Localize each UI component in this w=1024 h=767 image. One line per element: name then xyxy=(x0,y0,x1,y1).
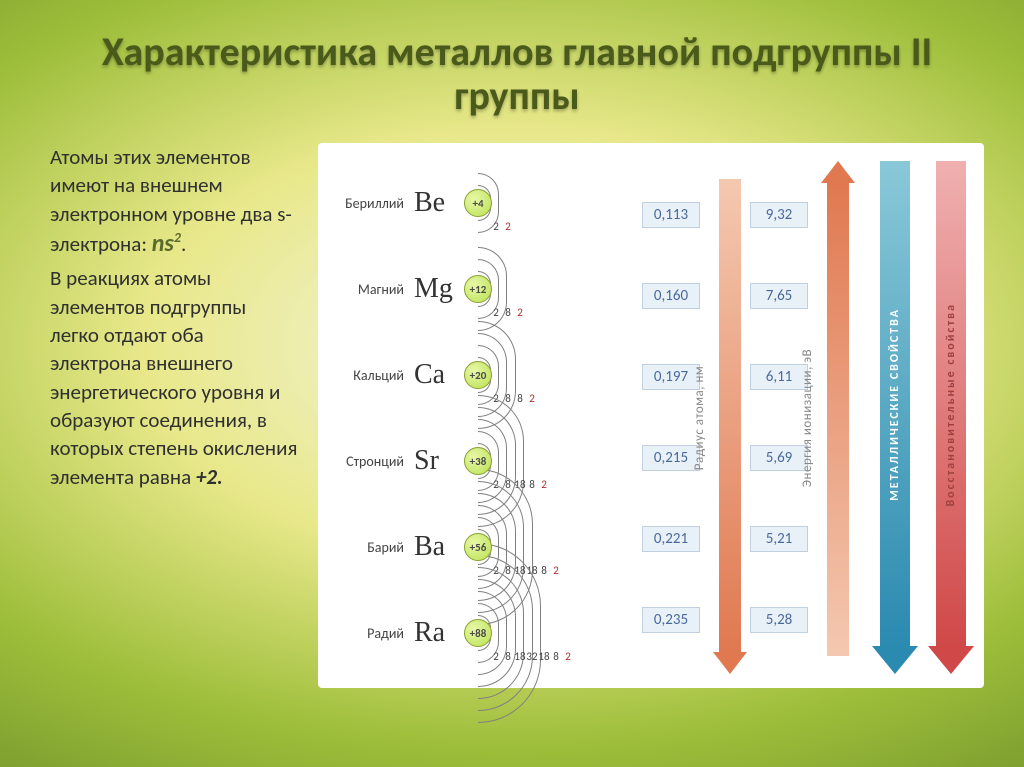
metallic-arrow: МЕТАЛЛИЧЕСКИЕ СВОЙСТВА xyxy=(872,161,918,674)
element-name: Стронций xyxy=(332,453,404,470)
radius-arrow-label: Радиус атома, нм xyxy=(692,365,707,469)
element-name: Кальций xyxy=(332,367,404,384)
ionization-value: 5,28 xyxy=(750,607,808,633)
radius-arrow: Радиус атома, нм xyxy=(710,161,750,674)
radius-value: 0,221 xyxy=(642,526,700,552)
element-symbol: Sr xyxy=(414,445,454,477)
nucleus: +12 xyxy=(464,275,492,303)
electron-shells: +12282 xyxy=(464,254,494,324)
body-text: Атомы этих элементов имеют на внешнем эл… xyxy=(50,143,298,688)
text-ns-exp: 2 xyxy=(174,229,181,246)
shell-electron-counts: 2818321882 xyxy=(490,650,574,663)
element-symbol: Ca xyxy=(414,359,454,391)
element-symbol: Ra xyxy=(414,617,454,649)
element-row: РадийRa+882818321882 xyxy=(332,591,642,675)
element-symbol: Be xyxy=(414,187,454,219)
radius-value: 0,113 xyxy=(642,202,700,228)
element-symbol: Mg xyxy=(414,273,454,305)
nucleus: +20 xyxy=(464,361,492,389)
nucleus: +88 xyxy=(464,619,492,647)
ionization-value: 5,21 xyxy=(750,526,808,552)
element-name: Барий xyxy=(332,539,404,556)
electron-shells: +422 xyxy=(464,168,494,238)
electron-shells: +882818321882 xyxy=(464,598,494,668)
shell-electron-counts: 22 xyxy=(490,220,514,233)
element-name: Бериллий xyxy=(332,195,404,212)
reducing-arrow: Восстановительные свойства xyxy=(928,161,974,674)
elements-column: БериллийBe+422МагнийMg+12282КальцийCa+20… xyxy=(332,161,642,674)
shell-electron-counts: 282 xyxy=(490,306,526,319)
element-symbol: Ba xyxy=(414,531,454,563)
text-ns: ns xyxy=(152,229,174,258)
diagram-panel: БериллийBe+422МагнийMg+12282КальцийCa+20… xyxy=(318,143,984,688)
ionization-value: 9,32 xyxy=(750,202,808,228)
text-p1d: . xyxy=(181,231,186,257)
text-p2a: В реакциях атомы элементов подгруппы лег… xyxy=(50,265,297,489)
slide-title: Характеристика металлов главной подгрупп… xyxy=(50,30,984,118)
nucleus: +38 xyxy=(464,447,492,475)
element-name: Радий xyxy=(332,625,404,642)
nucleus: +4 xyxy=(464,189,492,217)
reducing-arrow-label: Восстановительные свойства xyxy=(944,303,958,507)
element-name: Магний xyxy=(332,281,404,298)
element-row: МагнийMg+12282 xyxy=(332,247,642,331)
ionization-arrow: Энергия ионизации, эВ xyxy=(818,161,858,674)
radius-value: 0,235 xyxy=(642,607,700,633)
text-plus2: +2. xyxy=(196,464,223,490)
metallic-arrow-label: МЕТАЛЛИЧЕСКИЕ СВОЙСТВА xyxy=(888,308,902,501)
ionization-value: 7,65 xyxy=(750,283,808,309)
radius-value: 0,160 xyxy=(642,283,700,309)
element-row: БериллийBe+422 xyxy=(332,161,642,245)
nucleus: +56 xyxy=(464,533,492,561)
ionization-arrow-label: Энергия ионизации, эВ xyxy=(800,348,815,486)
